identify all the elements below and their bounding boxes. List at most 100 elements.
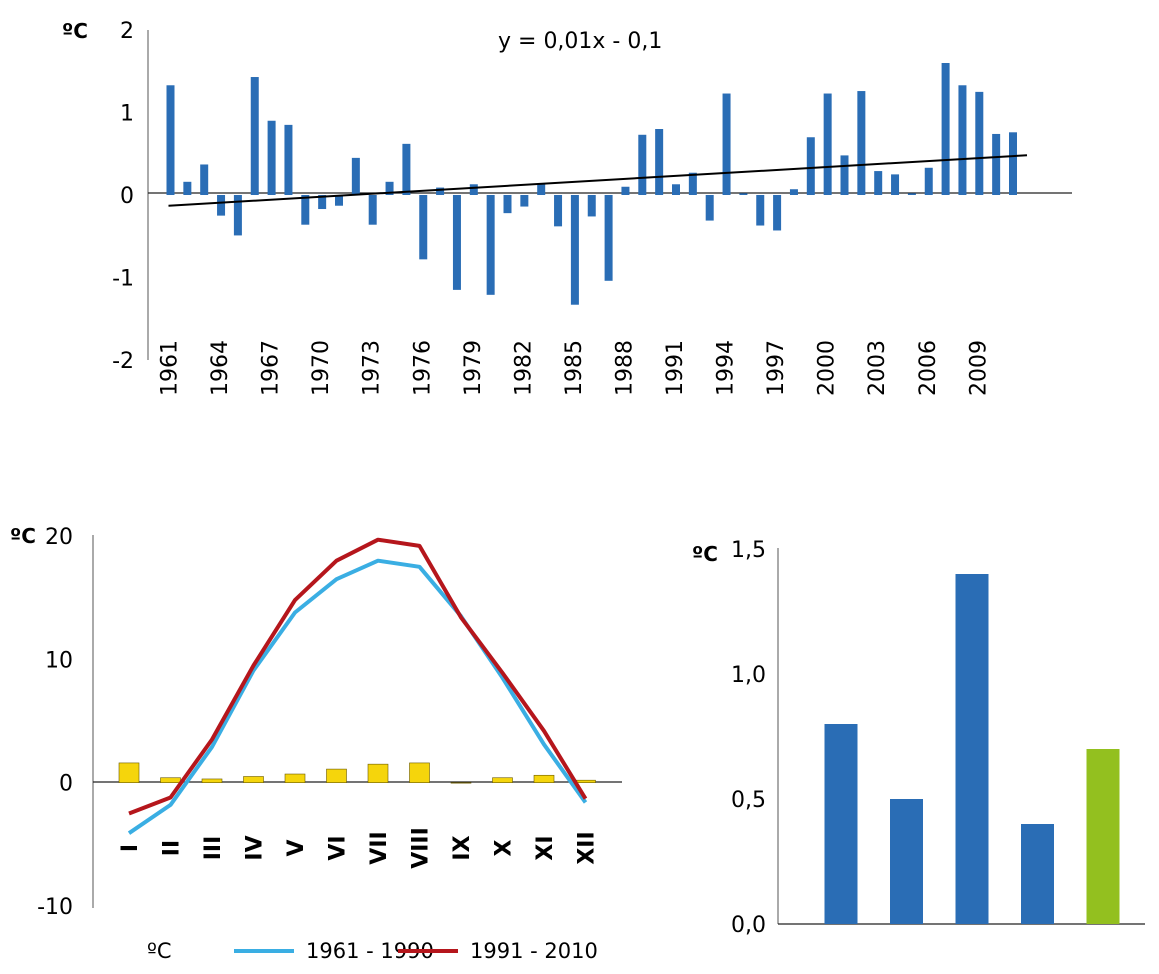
- month-label: I: [118, 844, 143, 852]
- bar-1973: [368, 195, 377, 225]
- summary-bar-5: [1086, 749, 1120, 924]
- bar-1989: [638, 134, 647, 195]
- top-xtick-label: 1979: [461, 340, 486, 396]
- bar-1981: [503, 195, 512, 214]
- bar-1998: [789, 189, 798, 195]
- difference-bar-IV: [243, 776, 264, 783]
- bar-2002: [857, 91, 866, 195]
- legend: ºC 1961 - 1990 1991 - 2010: [147, 939, 598, 963]
- mid-x-axis-ticks: I II III IV V VI VII VIII IX X XI XII: [118, 827, 600, 869]
- top-xtick-label: 1997: [764, 340, 789, 396]
- right-ytick-label: 0,0: [731, 913, 766, 938]
- bar-1984: [554, 195, 563, 227]
- month-label: IV: [243, 835, 268, 860]
- difference-bar-I: [118, 762, 140, 783]
- difference-bar-VII: [367, 763, 389, 783]
- bar-1967: [267, 120, 276, 195]
- bar-1997: [773, 195, 782, 231]
- bar-1986: [587, 195, 596, 217]
- mid-ytick-label: 0: [59, 772, 73, 797]
- top-ytick-label: -1: [112, 267, 134, 292]
- right-y-axis-ticks: 1,5 1,0 0,5 0,0: [731, 538, 766, 938]
- difference-bar-X: [492, 777, 513, 783]
- bar-1996: [756, 195, 765, 226]
- legend-label-1991-2010: 1991 - 2010: [470, 939, 598, 963]
- bar-2000: [823, 93, 832, 195]
- bar-1970: [318, 195, 327, 210]
- month-label: IX: [450, 835, 475, 860]
- summary-bar-3: [955, 574, 989, 924]
- bar-1962: [183, 181, 192, 195]
- top-ytick-label: 2: [120, 19, 134, 44]
- difference-bar-XI: [533, 774, 555, 783]
- month-label: V: [284, 839, 309, 856]
- top-xtick-label: 1982: [511, 340, 536, 396]
- bar-1972: [351, 157, 360, 195]
- bar-1977: [436, 187, 445, 195]
- month-label: III: [201, 836, 226, 861]
- top-xtick-label: 2003: [865, 340, 890, 396]
- top-xtick-label: 2009: [966, 340, 991, 396]
- bar-1963: [200, 164, 209, 195]
- top-xtick-label: 1994: [714, 340, 739, 396]
- top-unit-label: ºC: [62, 19, 88, 43]
- bar-1976: [419, 195, 428, 260]
- bar-1971: [335, 195, 343, 206]
- top-bars: [166, 63, 1017, 305]
- mid-y-axis-ticks: 20 10 0 -10: [37, 525, 73, 920]
- bar-2003: [874, 171, 883, 195]
- difference-bar-IX: [450, 782, 472, 784]
- top-y-axis-ticks: 2 1 0 -1 -2: [112, 19, 134, 374]
- difference-bar-III: [201, 778, 223, 783]
- right-unit-label: ºC: [692, 542, 718, 566]
- bar-1991: [672, 184, 680, 195]
- annual-anomaly-chart: ºC y = 0,01x - 0,1 210-1-2 1961 1964 1967 1…: [62, 19, 1072, 396]
- bar-1964: [217, 195, 226, 216]
- bar-1994: [722, 93, 731, 195]
- month-label: VIII: [409, 827, 434, 869]
- top-xtick-label: 1970: [309, 340, 334, 396]
- top-xtick-label: 1991: [663, 340, 688, 396]
- right-ytick-label: 1,5: [731, 538, 766, 563]
- bar-1965: [233, 195, 242, 236]
- top-xtick-label: 2006: [916, 340, 941, 396]
- month-label: XII: [575, 831, 600, 864]
- bar-1992: [688, 172, 697, 195]
- right-ytick-label: 1,0: [731, 663, 766, 688]
- top-xtick-label: 2000: [815, 340, 840, 396]
- bar-1969: [301, 195, 310, 225]
- bar-1983: [537, 184, 546, 195]
- bar-2008: [958, 85, 967, 195]
- mid-ytick-label: 10: [45, 648, 73, 673]
- right-ytick-label: 0,5: [731, 788, 766, 813]
- difference-bar-XII: [575, 779, 596, 783]
- month-label: II: [160, 840, 185, 856]
- top-xtick-label: 1973: [360, 340, 385, 396]
- mid-unit-label: ºC: [10, 524, 36, 548]
- bar-2001: [840, 155, 849, 195]
- bar-1987: [604, 195, 613, 281]
- month-label: VI: [326, 835, 351, 860]
- top-xtick-label: 1985: [562, 340, 587, 396]
- bar-2004: [891, 174, 900, 195]
- bar-1968: [284, 124, 293, 195]
- difference-bar-VIII: [409, 762, 430, 783]
- top-xtick-label: 1976: [410, 340, 435, 396]
- bar-2007: [941, 63, 950, 195]
- difference-bar-II: [160, 777, 181, 783]
- legend-unit: ºC: [147, 939, 172, 963]
- top-ytick-label: 0: [120, 184, 134, 209]
- top-ytick-label: -2: [112, 349, 134, 374]
- difference-bars: [118, 762, 596, 784]
- top-xtick-label: 1967: [259, 340, 284, 396]
- top-xtick-label: 1964: [208, 340, 233, 396]
- top-ytick-label: 1: [120, 102, 134, 127]
- bar-2011: [1009, 132, 1017, 195]
- top-xtick-label: 1961: [158, 340, 183, 396]
- month-label: X: [492, 839, 517, 856]
- top-xtick-label: 1988: [612, 340, 637, 396]
- mid-ytick-label: 20: [45, 525, 73, 550]
- bar-1980: [486, 195, 495, 295]
